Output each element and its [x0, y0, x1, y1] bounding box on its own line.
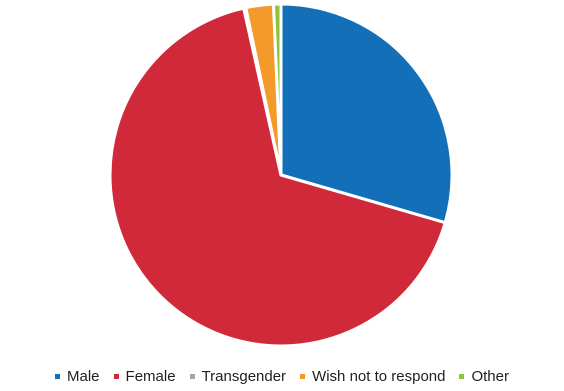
- legend-swatch-male: [55, 374, 61, 379]
- legend-item-transgender: Transgender: [189, 368, 287, 385]
- legend-item-other: Other: [459, 368, 509, 385]
- pie-slice-other: [271, 2, 283, 177]
- pie-slice-female: [108, 6, 447, 348]
- legend-item-male: Male: [55, 368, 100, 385]
- legend-swatch-other: [459, 374, 465, 379]
- legend-item-female: Female: [113, 368, 176, 385]
- legend-swatch-wish-not-to-respond: [300, 374, 306, 379]
- legend-label-transgender: Transgender: [201, 368, 287, 385]
- legend-label-other: Other: [471, 368, 509, 385]
- legend-label-female: Female: [125, 368, 176, 385]
- legend-label-male: Male: [67, 368, 100, 385]
- legend-item-wish-not-to-respond: Wish not to respond: [300, 368, 445, 385]
- legend-label-wish-not-to-respond: Wish not to respond: [312, 368, 446, 385]
- pie-chart: [108, 2, 454, 348]
- legend-swatch-female: [113, 374, 119, 379]
- legend: Male Female Transgender Wish not to resp…: [0, 368, 564, 385]
- pie-slice-male: [279, 2, 454, 225]
- legend-swatch-transgender: [189, 374, 195, 379]
